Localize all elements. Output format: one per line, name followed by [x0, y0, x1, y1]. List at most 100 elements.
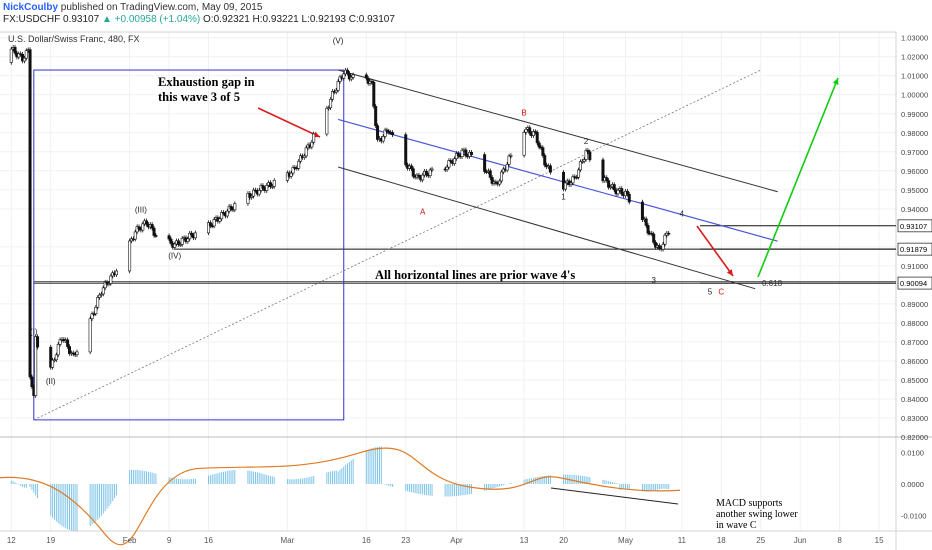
candle-body [409, 165, 413, 170]
candle-body [417, 174, 421, 178]
candle-body [257, 190, 261, 195]
wave-label: 1 [561, 192, 566, 201]
candle-body [424, 170, 428, 176]
symbol-ticker[interactable]: FX:USDCHF [3, 14, 61, 25]
candle-body [644, 218, 648, 226]
candle-body [351, 74, 355, 78]
time-axis[interactable]: 12 19 Feb 9 16 Mar 16 23 Apr 13 20 May 11 18 25 Jun 8 15 [7, 536, 884, 545]
price-tag [897, 276, 932, 290]
candle-body [349, 77, 353, 80]
candle-body [404, 134, 408, 166]
y-tick-label: 0.97000 [901, 148, 928, 157]
candle-body [460, 149, 464, 157]
candle-body [329, 99, 333, 108]
candle-body [268, 182, 272, 188]
macd-note-line3: in wave C [716, 520, 757, 531]
candle-body [667, 232, 671, 235]
candle-body [336, 81, 340, 91]
candle-body [229, 205, 233, 210]
x-tick-label: Feb [123, 536, 137, 545]
candle-body [505, 163, 509, 171]
candle-body [453, 158, 457, 164]
horizontal-lines-note: All horizontal lines are prior wave 4's [375, 268, 575, 282]
candle-body [22, 57, 26, 62]
macd-signal-line [0, 447, 681, 546]
wave-label: 2 [584, 137, 589, 146]
price-axis[interactable]: 1.03000 1.02000 1.01000 1.00000 0.99000 0.980… [897, 34, 932, 521]
candle-body [366, 77, 370, 84]
candle-body [342, 73, 346, 79]
candle-body [304, 147, 308, 157]
candle-body [563, 182, 567, 190]
candle-body [578, 161, 582, 171]
wave-label: 5 [708, 287, 713, 296]
candle-body [469, 151, 473, 155]
candle-body [289, 172, 293, 177]
candlestick-series [9, 45, 671, 398]
candle-body [650, 232, 654, 235]
candle-body [483, 154, 487, 172]
x-tick-label: 15 [875, 536, 884, 545]
candle-body [66, 339, 70, 347]
candle-body [330, 91, 334, 100]
x-tick-label: 23 [401, 536, 410, 545]
candle-body [646, 225, 650, 234]
y-tick-label: 0.94000 [901, 205, 928, 214]
candle-body [75, 351, 79, 355]
candle-body [488, 170, 492, 178]
candle-body [577, 169, 581, 178]
candle-body [302, 155, 306, 158]
candle-body [364, 74, 368, 79]
candle-body [584, 150, 588, 160]
y-tick-label: 0.85000 [901, 376, 928, 385]
wave-label: 4 [680, 209, 685, 218]
candle-body [71, 352, 75, 355]
candle-body [101, 287, 105, 295]
candle-body [346, 69, 350, 74]
candle-body [207, 222, 211, 234]
candle-body [543, 155, 547, 166]
x-tick-label: 18 [717, 536, 726, 545]
wave-label: (I) [30, 327, 38, 336]
x-tick-label: Mar [281, 536, 295, 545]
y-tick-label: 0.84000 [901, 395, 928, 404]
macd-note-line1: MACD supports [716, 498, 783, 509]
author-name[interactable]: NickCoulby [3, 2, 59, 13]
x-tick-label: 16 [204, 536, 213, 545]
candle-body [180, 237, 184, 245]
y-tick-label: 0.96000 [901, 167, 928, 176]
candle-body [49, 346, 53, 368]
candle-body [28, 49, 32, 378]
y-tick-label: 0.82000 [901, 433, 928, 442]
candle-body [571, 176, 575, 184]
x-tick-label: 19 [46, 536, 55, 545]
candle-body [54, 354, 58, 361]
candle-body [265, 184, 269, 191]
candle-body [152, 227, 156, 236]
candle-body [167, 235, 171, 240]
candle-body [464, 149, 468, 157]
y-tick-label: 0.88000 [901, 319, 928, 328]
wave-label: A [420, 208, 426, 217]
price-tag-label: 0.93107 [900, 222, 927, 231]
chart-header: NickCoulby published on TradingView.com,… [0, 0, 932, 30]
candle-body [137, 226, 141, 230]
candle-body [24, 50, 28, 59]
y-tick-label: 0.87000 [901, 338, 928, 347]
channel-mid-line [337, 118, 778, 242]
candle-body [36, 336, 40, 348]
wave-label: (IV) [168, 251, 181, 260]
candle-body [34, 336, 38, 396]
candle-body [608, 186, 612, 189]
x-tick-label: Apr [450, 536, 463, 545]
candle-body [169, 238, 173, 244]
price-tag [897, 219, 932, 233]
candle-body [528, 127, 532, 134]
macd-note-line2: another swing lower [716, 509, 798, 520]
candle-body [601, 159, 605, 182]
high-value: H:0.93221 [252, 14, 299, 25]
publisher-line: NickCoulby published on TradingView.com,… [3, 2, 262, 13]
candle-body [246, 193, 250, 204]
macd-tick-label: -0.0100 [901, 511, 926, 520]
